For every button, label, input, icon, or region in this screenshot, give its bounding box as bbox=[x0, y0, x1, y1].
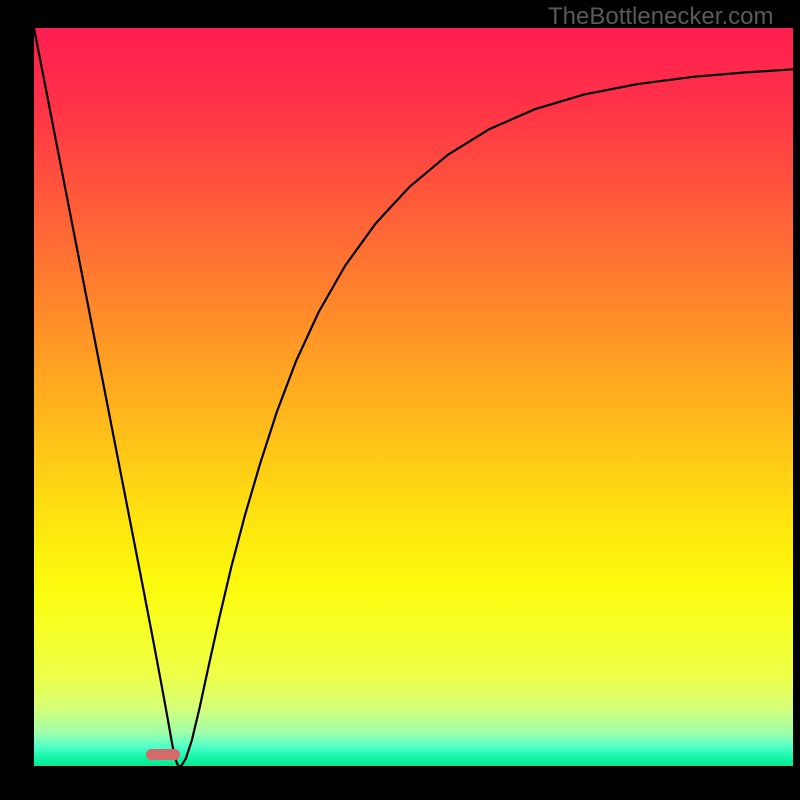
chart-container: { "figure": { "type": "custom-chart", "c… bbox=[0, 0, 800, 800]
bottleneck-curve bbox=[34, 28, 793, 766]
frame-bottom bbox=[0, 766, 800, 800]
frame-left bbox=[0, 0, 34, 800]
plot-area bbox=[34, 28, 793, 766]
frame-top bbox=[0, 0, 800, 28]
min-marker bbox=[146, 749, 180, 760]
frame-right bbox=[793, 0, 800, 800]
